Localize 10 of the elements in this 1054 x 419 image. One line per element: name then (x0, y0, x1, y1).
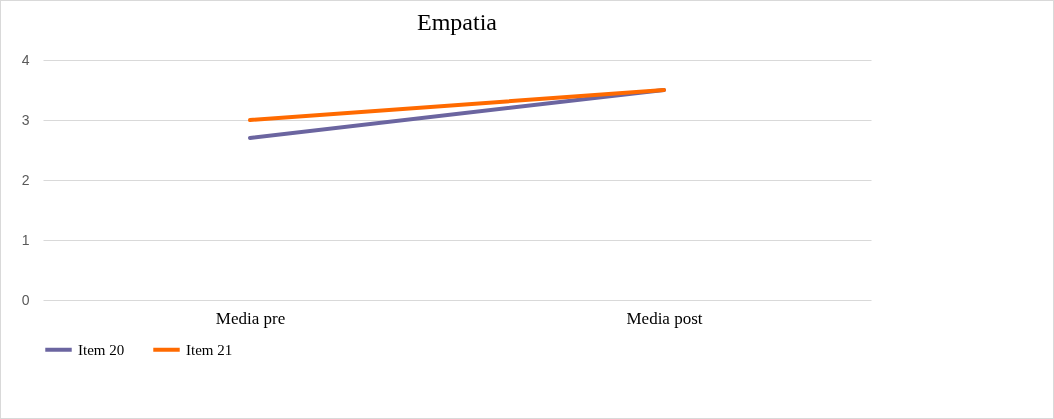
y-tick-label: 2 (21, 171, 30, 188)
x-tick-label: Media post (626, 308, 703, 328)
y-tick-label: 4 (21, 51, 30, 68)
chart-title: Empatia (417, 9, 498, 35)
y-tick-label: 1 (21, 231, 30, 248)
legend-label: Item 20 (78, 341, 125, 358)
legend-label: Item 21 (186, 341, 233, 358)
y-tick-label: 3 (21, 111, 30, 128)
x-tick-label: Media pre (215, 308, 286, 328)
y-tick-label: 0 (21, 291, 30, 308)
